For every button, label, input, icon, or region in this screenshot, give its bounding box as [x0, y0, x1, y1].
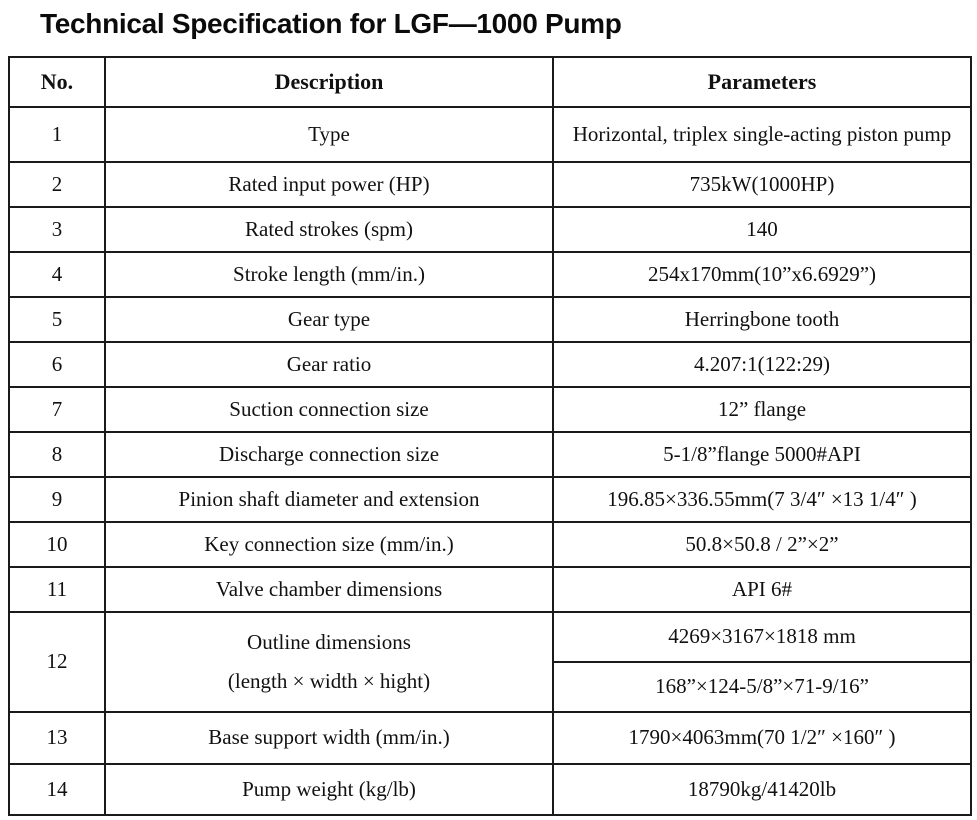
cell-parameters: 1790×4063mm(70 1/2″ ×160″ ) — [552, 711, 972, 765]
cell-no: 13 — [8, 711, 106, 765]
table-row: 2 Rated input power (HP) 735kW(1000HP) — [8, 161, 972, 208]
cell-parameters-sub: 168”×124-5/8”×71-9/16” — [552, 661, 972, 713]
cell-no: 8 — [8, 431, 106, 478]
page-title: Technical Specification for LGF—1000 Pum… — [40, 8, 622, 39]
table-subrow: 168”×124-5/8”×71-9/16” — [9, 661, 972, 713]
cell-description: Suction connection size — [104, 386, 554, 433]
header-description: Description — [104, 56, 554, 108]
cell-no: 4 — [8, 251, 106, 298]
spec-table: No. Description Parameters 1 Type Horizo… — [8, 56, 972, 816]
cell-description: Pump weight (kg/lb) — [104, 763, 554, 816]
cell-no: 2 — [8, 161, 106, 208]
cell-description: Stroke length (mm/in.) — [104, 251, 554, 298]
cell-parameters: 5-1/8”flange 5000#API — [552, 431, 972, 478]
header-parameters: Parameters — [552, 56, 972, 108]
cell-parameters: 140 — [552, 206, 972, 253]
cell-description: Rated strokes (spm) — [104, 206, 554, 253]
cell-description: Discharge connection size — [104, 431, 554, 478]
table-row: 4 Stroke length (mm/in.) 254x170mm(10”x6… — [8, 251, 972, 298]
cell-parameters: 196.85×336.55mm(7 3/4″ ×13 1/4″ ) — [552, 476, 972, 523]
table-row: 13 Base support width (mm/in.) 1790×4063… — [8, 711, 972, 765]
cell-parameters-sub: 4269×3167×1818 mm — [552, 611, 972, 663]
cell-no: 12 — [8, 611, 106, 713]
cell-description: Valve chamber dimensions — [104, 566, 554, 613]
cell-parameters: 12” flange — [552, 386, 972, 433]
cell-description: Rated input power (HP) — [104, 161, 554, 208]
cell-description: Pinion shaft diameter and extension — [104, 476, 554, 523]
table-row: 6 Gear ratio 4.207:1(122:29) — [8, 341, 972, 388]
table-row: 7 Suction connection size 12” flange — [8, 386, 972, 433]
header-no: No. — [8, 56, 106, 108]
cell-description: Gear ratio — [104, 341, 554, 388]
cell-description-line1: Outline dimensions — [247, 629, 411, 654]
cell-no: 9 — [8, 476, 106, 523]
cell-parameters: API 6# — [552, 566, 972, 613]
cell-description-line2: (length × width × hight) — [227, 669, 431, 693]
table-row: 1 Type Horizontal, triplex single-acting… — [8, 106, 972, 163]
cell-no: 3 — [8, 206, 106, 253]
cell-parameters: 50.8×50.8 / 2”×2” — [552, 521, 972, 568]
table-row: 3 Rated strokes (spm) 140 — [8, 206, 972, 253]
cell-description: Gear type — [104, 296, 554, 343]
table-row: 12 Outline dimensions (length × width × … — [8, 611, 972, 713]
cell-no: 11 — [8, 566, 106, 613]
table-row: 8 Discharge connection size 5-1/8”flange… — [8, 431, 972, 478]
cell-description: Base support width (mm/in.) — [104, 711, 554, 765]
cell-no: 10 — [8, 521, 106, 568]
cell-description: Outline dimensions (length × width × hig… — [104, 611, 554, 713]
cell-description: Type — [104, 106, 554, 163]
cell-parameters: Herringbone tooth — [552, 296, 972, 343]
table-row: 14 Pump weight (kg/lb) 18790kg/41420lb — [8, 763, 972, 816]
cell-parameters: 735kW(1000HP) — [552, 161, 972, 208]
cell-parameters: Horizontal, triplex single-acting piston… — [552, 106, 972, 163]
table-header-row: No. Description Parameters — [8, 56, 972, 108]
cell-no: 14 — [8, 763, 106, 816]
cell-parameters: 18790kg/41420lb — [552, 763, 972, 816]
cell-no: 6 — [8, 341, 106, 388]
cell-no: 7 — [8, 386, 106, 433]
cell-parameters: 254x170mm(10”x6.6929”) — [552, 251, 972, 298]
table-row: 10 Key connection size (mm/in.) 50.8×50.… — [8, 521, 972, 568]
cell-description: Key connection size (mm/in.) — [104, 521, 554, 568]
cell-no: 5 — [8, 296, 106, 343]
cell-parameters: 4.207:1(122:29) — [552, 341, 972, 388]
table-row: 5 Gear type Herringbone tooth — [8, 296, 972, 343]
cell-no: 1 — [8, 106, 106, 163]
table-row: 9 Pinion shaft diameter and extension 19… — [8, 476, 972, 523]
table-row: 11 Valve chamber dimensions API 6# — [8, 566, 972, 613]
